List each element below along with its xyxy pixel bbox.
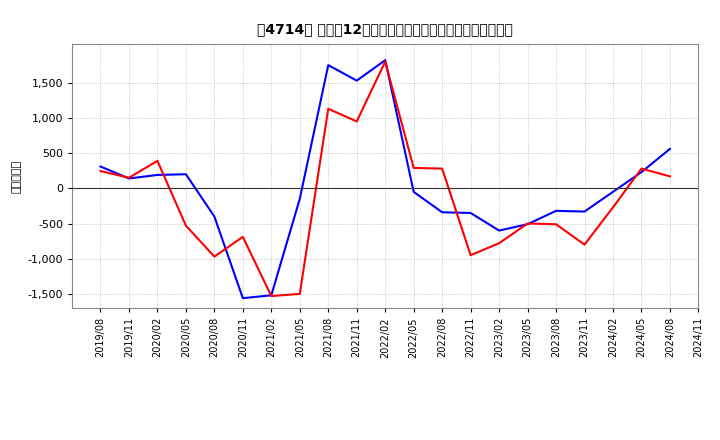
経常利益 (467, 210, 475, 216)
当期純利益 (552, 222, 560, 227)
経常利益 (495, 228, 503, 233)
Title: ［4714］ 利益だ12か月移動合計の対前年同期増減額の推移: ［4714］ 利益だ12か月移動合計の対前年同期増減額の推移 (257, 22, 513, 36)
経常利益 (523, 222, 532, 227)
当期純利益 (665, 174, 674, 179)
経常利益 (637, 169, 646, 175)
経常利益 (608, 189, 617, 194)
当期純利益 (637, 166, 646, 171)
経常利益 (181, 172, 190, 177)
当期純利益 (210, 254, 219, 259)
経常利益 (665, 146, 674, 151)
Y-axis label: （百万円）: （百万円） (12, 159, 22, 193)
経常利益 (238, 296, 247, 301)
経常利益 (410, 189, 418, 194)
経常利益 (295, 196, 304, 202)
経常利益 (153, 172, 162, 178)
当期純利益 (438, 166, 446, 171)
経常利益 (352, 78, 361, 83)
当期純利益 (96, 169, 105, 174)
当期純利益 (153, 158, 162, 164)
経常利益 (267, 293, 276, 298)
Legend: 経常利益, 当期純利益: 経常利益, 当期純利益 (293, 433, 477, 440)
経常利益 (438, 209, 446, 215)
当期純利益 (181, 223, 190, 228)
当期純利益 (608, 205, 617, 210)
経常利益 (324, 62, 333, 68)
当期純利益 (125, 175, 133, 180)
当期純利益 (352, 119, 361, 124)
経常利益 (210, 214, 219, 219)
Line: 当期純利益: 当期純利益 (101, 62, 670, 296)
当期純利益 (324, 106, 333, 111)
当期純利益 (467, 253, 475, 258)
当期純利益 (410, 165, 418, 171)
当期純利益 (580, 242, 589, 247)
経常利益 (580, 209, 589, 214)
当期純利益 (495, 241, 503, 246)
当期純利益 (267, 293, 276, 299)
経常利益 (552, 208, 560, 213)
当期純利益 (523, 221, 532, 226)
経常利益 (125, 176, 133, 181)
当期純利益 (381, 59, 390, 64)
Line: 経常利益: 経常利益 (101, 60, 670, 298)
経常利益 (96, 164, 105, 169)
当期純利益 (238, 234, 247, 239)
当期純利益 (295, 291, 304, 297)
経常利益 (381, 58, 390, 63)
